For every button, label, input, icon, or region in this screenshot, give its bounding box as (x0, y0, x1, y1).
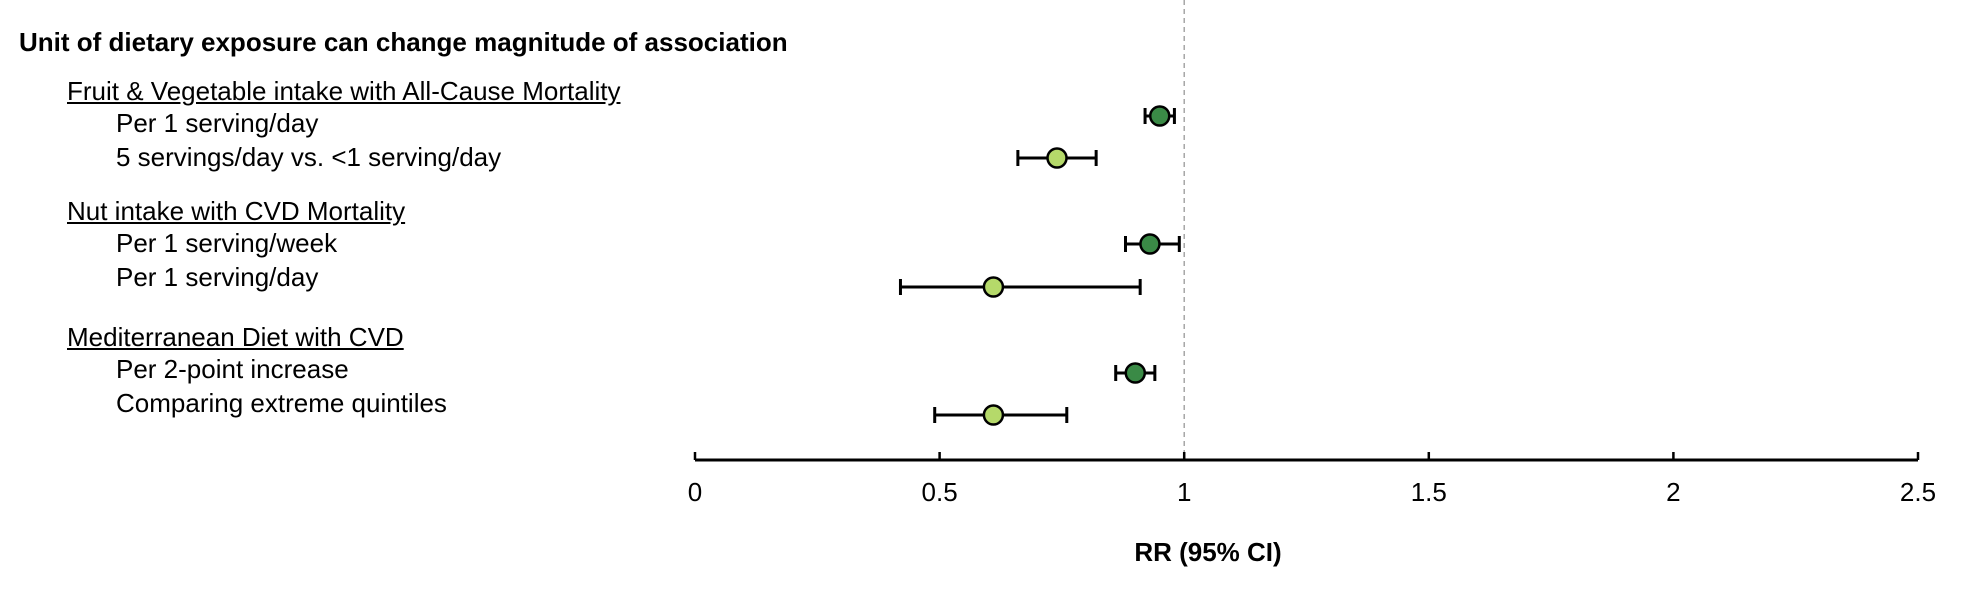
point-estimate (1139, 233, 1161, 255)
x-tick-label: 2 (1666, 477, 1680, 507)
group-label: Fruit & Vegetable intake with All-Cause … (67, 76, 621, 106)
row-label: Comparing extreme quintiles (116, 388, 447, 418)
point-estimate (1148, 105, 1171, 127)
x-tick-label: 0.5 (922, 477, 958, 507)
section-title: Unit of dietary exposure can change magn… (19, 27, 788, 57)
x-tick-label: 1 (1177, 477, 1191, 507)
row-label: 5 servings/day vs. <1 serving/day (116, 142, 502, 172)
x-tick-label: 0 (688, 477, 702, 507)
point-estimate (1124, 362, 1147, 384)
row-label: Per 1 serving/week (116, 228, 338, 258)
point-estimate (982, 276, 1005, 298)
point-estimate (982, 404, 1005, 426)
point-estimate (1046, 147, 1068, 169)
x-tick-label: 1.5 (1411, 477, 1447, 507)
x-tick-label: 2.5 (1900, 477, 1936, 507)
row-label: Per 2-point increase (116, 354, 349, 384)
group-label: Nut intake with CVD Mortality (67, 196, 406, 226)
row-label: Per 1 serving/day (116, 108, 319, 138)
row-label: Per 1 serving/day (116, 262, 319, 292)
x-axis-title: RR (95% CI) (1134, 537, 1281, 567)
group-label: Mediterranean Diet with CVD (67, 322, 404, 352)
